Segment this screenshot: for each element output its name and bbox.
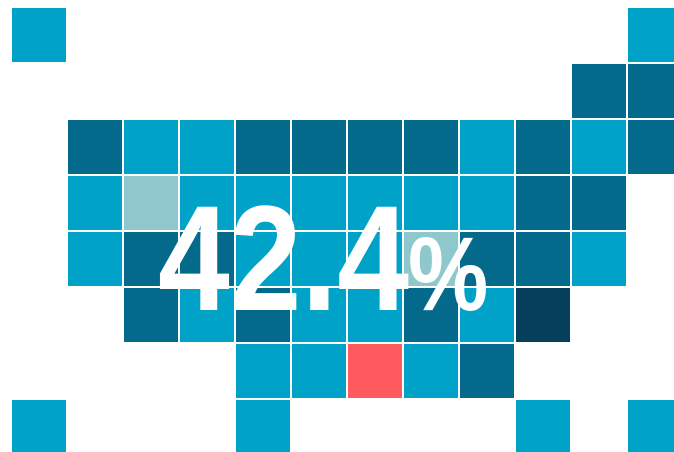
state-tile (460, 232, 514, 286)
state-tile (516, 120, 570, 174)
state-tile (292, 120, 346, 174)
state-tile (292, 288, 346, 342)
state-tile (180, 288, 234, 342)
state-tile (628, 64, 674, 118)
state-tile (516, 288, 570, 342)
state-tile (404, 344, 458, 398)
state-tile (236, 344, 290, 398)
headline-unit: % (408, 215, 488, 333)
state-tile (12, 8, 66, 62)
state-tile (572, 232, 626, 286)
state-tile (124, 120, 178, 174)
state-tile (572, 64, 626, 118)
state-tile (460, 176, 514, 230)
state-tile (180, 176, 234, 230)
state-tile (628, 120, 674, 174)
state-tile (628, 400, 674, 452)
state-tile (236, 400, 290, 452)
state-tile (292, 344, 346, 398)
state-tile (348, 288, 402, 342)
state-tile (348, 232, 402, 286)
state-tile (348, 344, 402, 398)
state-tile (628, 8, 674, 62)
state-tile (236, 120, 290, 174)
headline-value: 42.4 (158, 174, 409, 342)
state-tile (348, 176, 402, 230)
state-tile (460, 120, 514, 174)
state-tile (236, 232, 290, 286)
state-tile (460, 288, 514, 342)
state-tile (404, 120, 458, 174)
state-tile (68, 120, 122, 174)
state-tile (180, 232, 234, 286)
state-tile (124, 176, 178, 230)
state-tile (124, 232, 178, 286)
state-tile (124, 288, 178, 342)
state-tile (516, 176, 570, 230)
state-tile (572, 176, 626, 230)
state-tile (404, 176, 458, 230)
state-tile (404, 232, 458, 286)
state-tile (516, 400, 570, 452)
state-tile (68, 232, 122, 286)
state-tile (460, 344, 514, 398)
state-tile (68, 176, 122, 230)
state-tile (572, 120, 626, 174)
state-tile (12, 400, 66, 452)
state-tile (348, 120, 402, 174)
state-tile (236, 288, 290, 342)
state-tile (236, 176, 290, 230)
state-tile (180, 120, 234, 174)
state-tile (516, 232, 570, 286)
state-tile (292, 232, 346, 286)
state-tile (404, 288, 458, 342)
state-tile (292, 176, 346, 230)
tiles (12, 8, 674, 452)
